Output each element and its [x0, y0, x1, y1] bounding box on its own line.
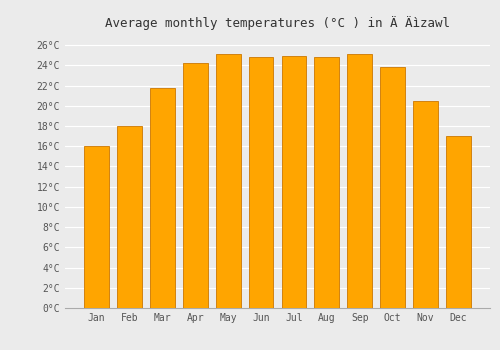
Bar	[413, 101, 438, 308]
Bar	[84, 146, 109, 308]
Bar	[183, 63, 208, 308]
Bar	[348, 54, 372, 308]
Bar	[446, 136, 470, 308]
Bar	[117, 126, 142, 308]
Bar	[314, 57, 339, 308]
Bar	[380, 67, 405, 308]
Bar	[282, 56, 306, 308]
Bar	[248, 57, 274, 308]
Bar	[150, 88, 174, 308]
Bar	[216, 54, 240, 308]
Title: Average monthly temperatures (°C ) in Ä Äìzawl: Average monthly temperatures (°C ) in Ä …	[105, 16, 450, 30]
